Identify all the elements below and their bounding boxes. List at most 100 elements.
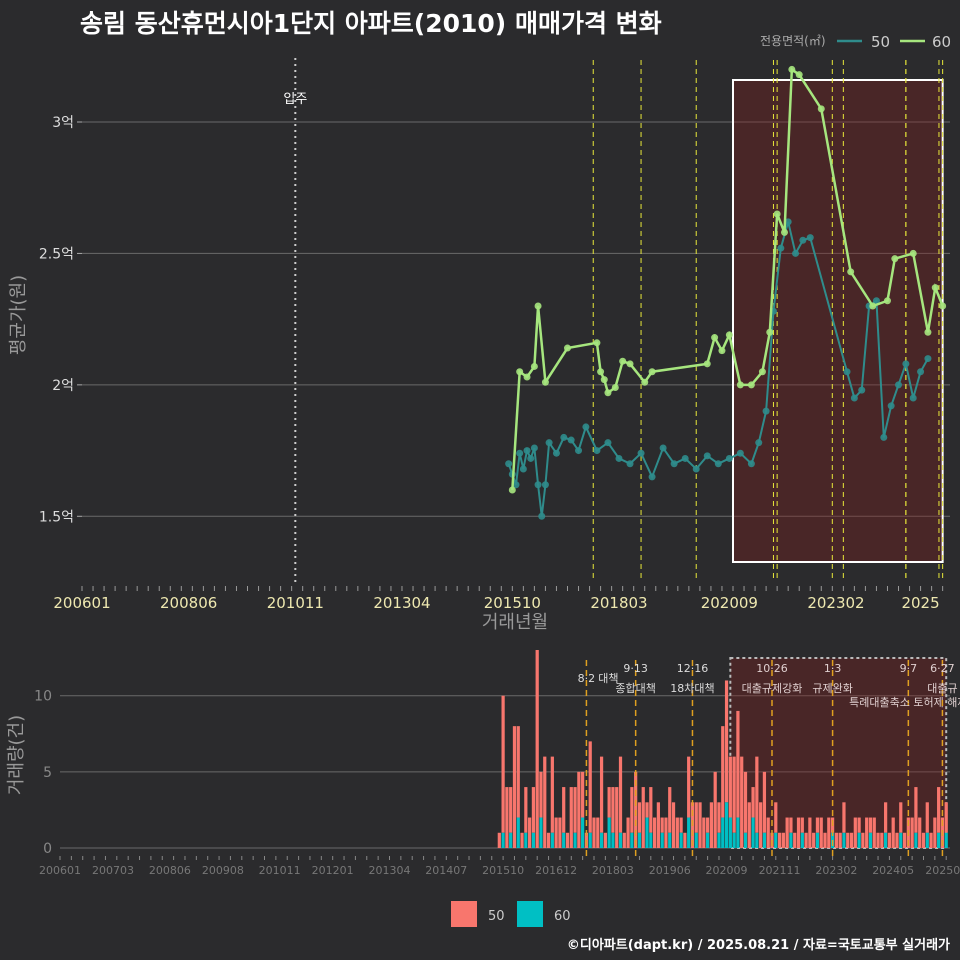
bar-50 xyxy=(565,832,570,848)
data-point-50 xyxy=(681,454,689,462)
bar-50 xyxy=(732,756,736,833)
bar-50 xyxy=(910,817,914,848)
bar-60 xyxy=(800,832,804,848)
bar-50 xyxy=(524,787,528,833)
bar-50 xyxy=(785,817,789,848)
policy-date: 1·3 xyxy=(824,662,842,675)
bar-x-tick-label: 202507 xyxy=(925,864,960,877)
data-point-50 xyxy=(648,473,656,481)
policy-label: 특례대출축소 토허제 해제 xyxy=(849,695,960,709)
data-point-60 xyxy=(508,486,516,494)
data-point-60 xyxy=(626,360,634,368)
data-point-50 xyxy=(545,439,553,447)
data-point-60 xyxy=(600,376,608,384)
bar-50 xyxy=(554,817,558,848)
bar-50 xyxy=(759,802,763,848)
bar-60 xyxy=(516,817,520,848)
policy-date: 10·26 xyxy=(756,662,788,675)
legend-label-50: 50 xyxy=(871,33,890,51)
policy-label: 18차대책 xyxy=(670,682,714,695)
bar-50 xyxy=(558,817,562,848)
data-point-50 xyxy=(670,460,678,468)
bar-50 xyxy=(872,817,876,848)
data-point-60 xyxy=(773,210,781,218)
bar-50 xyxy=(728,756,732,818)
data-point-50 xyxy=(582,423,590,431)
bar-50 xyxy=(550,756,554,833)
bar-60 xyxy=(868,832,873,848)
data-point-50 xyxy=(575,447,583,455)
data-point-50 xyxy=(604,439,612,447)
data-point-50 xyxy=(567,436,575,444)
data-point-60 xyxy=(648,368,656,376)
data-point-50 xyxy=(843,368,851,376)
data-point-50 xyxy=(909,394,917,402)
data-point-50 xyxy=(560,433,568,441)
bar-50 xyxy=(755,756,759,833)
data-point-50 xyxy=(552,449,560,457)
bar-60 xyxy=(728,817,732,848)
bar-50 xyxy=(857,817,861,833)
policy-date: 12·16 xyxy=(677,662,709,675)
bar-50 xyxy=(569,787,573,848)
bar-50 xyxy=(607,787,611,818)
bar-50 xyxy=(717,802,721,833)
bar-50 xyxy=(933,817,937,848)
bar-50 xyxy=(520,832,524,848)
bar-50 xyxy=(747,802,751,848)
bar-y-tick-label: 10 xyxy=(34,689,52,705)
bar-legend-label-60: 60 xyxy=(554,909,571,924)
bar-60 xyxy=(630,832,634,848)
bar-50 xyxy=(804,832,808,848)
bar-legend-label-50: 50 xyxy=(488,909,505,924)
policy-date: 9·13 xyxy=(623,662,648,675)
bar-50 xyxy=(679,817,683,833)
bar-60 xyxy=(618,832,623,848)
x-tick-label: 202302 xyxy=(807,594,864,612)
bar-60 xyxy=(607,817,611,848)
bar-50 xyxy=(562,787,566,833)
policy-date: 9·7 xyxy=(900,662,918,675)
x-tick-label: 202009 xyxy=(701,594,758,612)
bar-60 xyxy=(774,832,778,848)
bar-50 xyxy=(774,802,778,833)
bar-50 xyxy=(914,787,918,833)
x-tick-label: 201304 xyxy=(373,594,430,612)
bar-50 xyxy=(762,771,767,833)
y-axis-label: 평균가(원) xyxy=(8,275,29,355)
data-point-50 xyxy=(692,465,700,473)
bar-x-tick-label: 201510 xyxy=(482,864,524,877)
data-point-50 xyxy=(872,297,880,305)
bar-y-tick-label: 5 xyxy=(43,765,52,781)
data-point-60 xyxy=(758,368,766,376)
bar-50 xyxy=(846,832,850,848)
bar-50 xyxy=(921,832,926,848)
bar-60 xyxy=(736,817,740,848)
page-title: 송림 동산휴먼시아1단지 아파트(2010) 매매가격 변화 xyxy=(80,9,662,38)
y-tick-label: 3억 xyxy=(52,115,74,131)
bar-60 xyxy=(562,832,566,848)
bar-60 xyxy=(645,817,649,848)
data-point-50 xyxy=(858,386,866,394)
bar-50 xyxy=(823,832,827,848)
bar-50 xyxy=(721,726,725,818)
bar-50 xyxy=(891,817,895,848)
data-point-60 xyxy=(611,383,619,391)
bar-x-tick-label: 200908 xyxy=(202,864,244,877)
x-tick-label: 201011 xyxy=(267,594,324,612)
data-point-50 xyxy=(902,360,910,368)
data-point-50 xyxy=(755,439,763,447)
bar-50 xyxy=(777,832,782,848)
data-point-50 xyxy=(530,444,538,452)
bar-50 xyxy=(649,787,653,833)
data-point-50 xyxy=(799,236,807,244)
x-axis-label: 거래년월 xyxy=(482,612,548,633)
data-point-50 xyxy=(895,381,903,389)
bar-50 xyxy=(683,832,687,848)
data-point-50 xyxy=(615,454,623,462)
bar-60 xyxy=(581,817,585,848)
bar-60 xyxy=(899,832,903,848)
bar-50 xyxy=(675,817,679,848)
data-point-50 xyxy=(523,447,531,455)
bar-x-tick-label: 202009 xyxy=(706,864,748,877)
